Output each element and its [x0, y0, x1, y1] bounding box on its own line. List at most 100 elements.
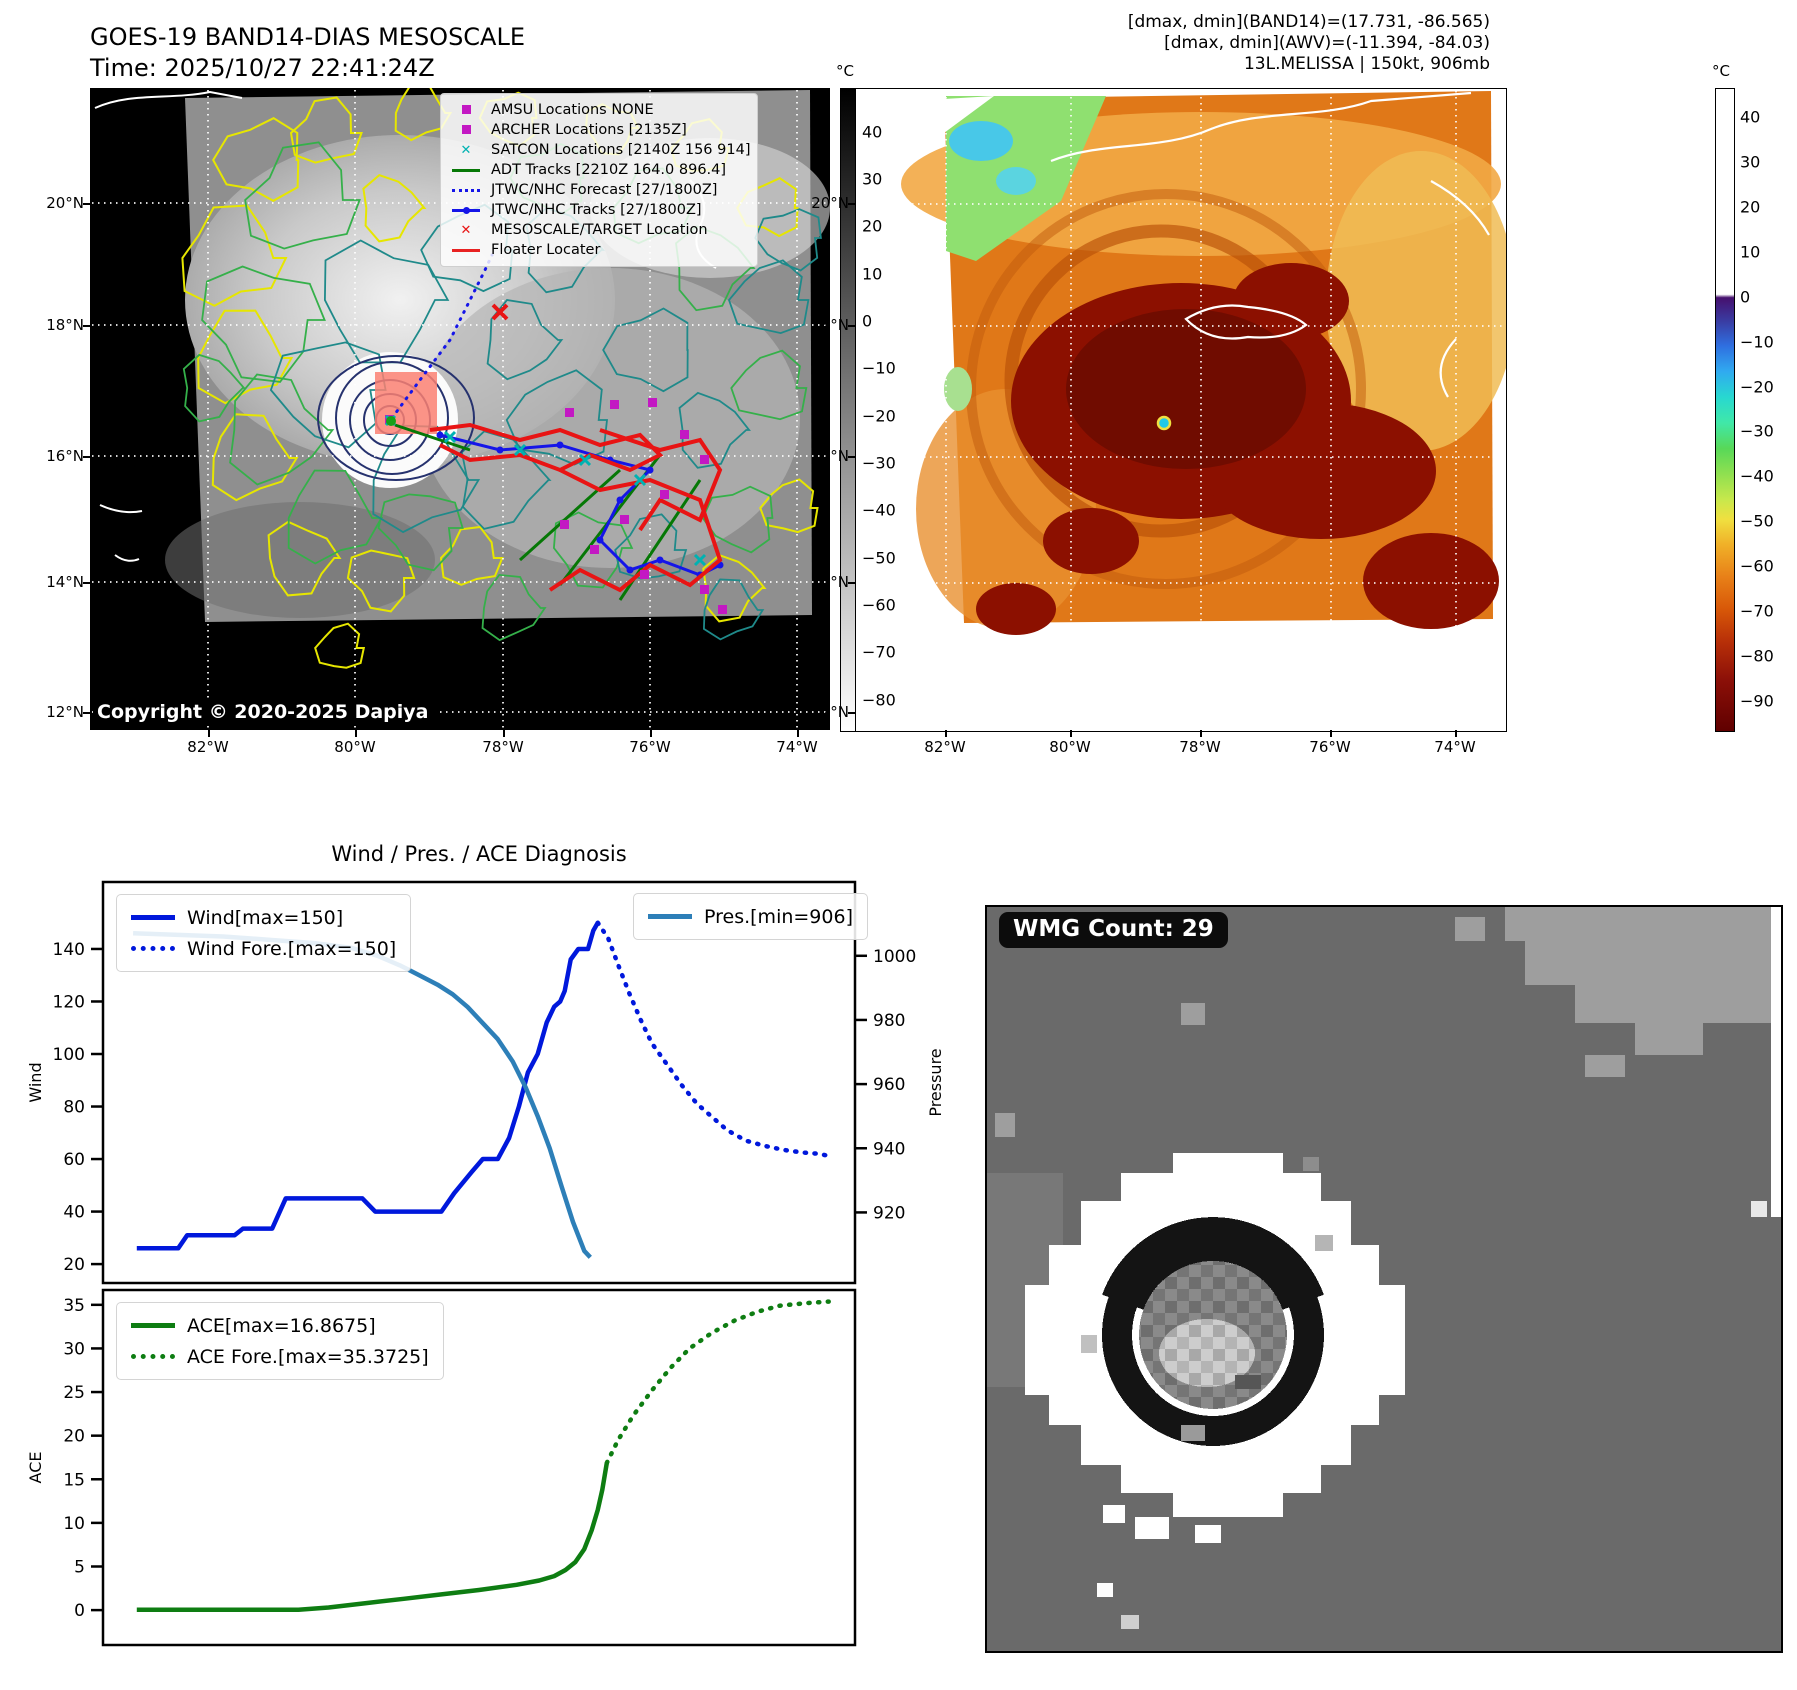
band14-ytick — [83, 456, 90, 458]
band14-colorbar-tick: −70 — [862, 642, 896, 662]
storm-id-intensity: 13L.MELISSA | 150kt, 906mb — [1243, 54, 1490, 74]
square-legend-marker — [449, 102, 483, 118]
svg-text:30: 30 — [63, 1339, 85, 1359]
svg-text:Pressure: Pressure — [926, 1048, 945, 1116]
map-legend-item: AMSU Locations NONE — [449, 100, 749, 120]
awv-colorbar-tick: 10 — [1740, 242, 1761, 262]
floater-tracks — [429, 422, 723, 593]
svg-text:15: 15 — [63, 1470, 85, 1490]
awv-ytick — [848, 456, 855, 458]
band14-xtick — [355, 730, 357, 737]
band14-lat-label: 18°N — [46, 316, 84, 334]
band14-xtick — [797, 730, 799, 737]
awv-ytick — [848, 582, 855, 584]
map-legend-item: ✕ SATCON Locations [2140Z 156 914] — [449, 140, 751, 160]
map-legend-label: ARCHER Locations [2135Z] — [491, 122, 687, 138]
eye-center-marker — [386, 416, 396, 426]
line-dot-legend-marker — [449, 202, 483, 218]
awv-ytick — [848, 325, 855, 327]
eyewall-ring — [1102, 1217, 1324, 1446]
svg-text:100: 100 — [53, 1045, 85, 1065]
band14-time: Time: 2025/10/27 22:41:24Z — [90, 54, 435, 82]
moist-patch — [944, 96, 1106, 411]
solid-line-swatch — [648, 914, 692, 919]
band14-colorbar-tick: −20 — [862, 406, 896, 426]
awv-colorbar-tick: 0 — [1740, 287, 1751, 307]
awv-lon-label: 78°W — [1179, 738, 1221, 756]
band14-colorbar-tick: 20 — [862, 216, 883, 236]
jtwc-forecast-track — [390, 253, 494, 420]
awv-lat-label: 14°N — [811, 573, 849, 591]
awv-colorbar-tick: 40 — [1740, 107, 1761, 127]
map-legend-item: ✕ MESOSCALE/TARGET Location — [449, 220, 749, 240]
storm-info-block: [dmax, dmin](BAND14)=(17.731, -86.565) [… — [1128, 12, 1490, 75]
map-legend-item: Floater Locater — [449, 240, 749, 260]
svg-text:40: 40 — [63, 1203, 85, 1223]
svg-text:35: 35 — [63, 1296, 85, 1316]
mesoscale-target-box — [375, 372, 437, 434]
wind-legend: Wind[max=150] Wind Fore.[max=150] — [116, 894, 412, 972]
svg-text:920: 920 — [873, 1203, 905, 1223]
awv-xtick — [1070, 730, 1072, 737]
awv-lon-label: 80°W — [1049, 738, 1091, 756]
awv-colorbar-unit: °C — [1712, 62, 1730, 80]
awv-lon-label: 74°W — [1434, 738, 1476, 756]
series-ACE[max=16.8675] — [136, 1462, 610, 1612]
svg-text:140: 140 — [53, 940, 85, 960]
awv-colorbar-tick: −60 — [1740, 556, 1774, 576]
awv-eye-marker — [1156, 415, 1172, 431]
awv-lat-label: 20°N — [811, 194, 849, 212]
jtwc-track — [436, 431, 724, 579]
svg-text:980: 980 — [873, 1011, 905, 1031]
line-legend-marker — [449, 242, 483, 258]
band14-lat-label: 20°N — [46, 194, 84, 212]
chart-legend-label: ACE Fore.[max=35.3725] — [187, 1345, 429, 1368]
target-x-marker — [491, 303, 509, 321]
band14-colorbar-tick: 30 — [862, 169, 883, 189]
awv-graticule — [858, 91, 1504, 729]
svg-text:0: 0 — [74, 1601, 85, 1621]
band14-lon-label: 82°W — [187, 738, 229, 756]
chart-legend-item: ACE Fore.[max=35.3725] — [131, 1341, 429, 1372]
solid-line-swatch — [131, 915, 175, 920]
map-legend-item: JTWC/NHC Tracks [27/1800Z] — [449, 200, 749, 220]
band14-xtick — [208, 730, 210, 737]
series-Wind Fore.[max=150] — [595, 920, 834, 1159]
awv-lon-label: 82°W — [924, 738, 966, 756]
awv-lat-label: 16°N — [811, 447, 849, 465]
awv-colorbar-tick: −10 — [1740, 332, 1774, 352]
map-legend-label: Floater Locater — [491, 242, 601, 258]
svg-text:1000: 1000 — [873, 947, 916, 967]
archer-markers — [385, 398, 727, 614]
dmax-dmin-band14: [dmax, dmin](BAND14)=(17.731, -86.565) — [1127, 12, 1490, 32]
band14-colorbar-tick: −80 — [862, 690, 896, 710]
band14-xtick — [650, 730, 652, 737]
chart-legend-label: Wind Fore.[max=150] — [187, 937, 397, 960]
awv-xtick — [1200, 730, 1202, 737]
band14-colorbar-tick: −60 — [862, 595, 896, 615]
wmg-count-badge: WMG Count: 29 — [999, 912, 1228, 948]
awv-colorbar-tick: −40 — [1740, 466, 1774, 486]
svg-text:25: 25 — [63, 1383, 85, 1403]
band14-lat-label: 12°N — [46, 703, 84, 721]
awv-colorbar-tick: 30 — [1740, 152, 1761, 172]
svg-text:80: 80 — [63, 1098, 85, 1118]
band14-lat-label: 16°N — [46, 447, 84, 465]
band14-colorbar-tick: 40 — [862, 122, 883, 142]
chart-legend-item: Wind[max=150] — [131, 902, 396, 933]
square-legend-marker — [449, 122, 483, 138]
band14-colorbar-tick: 0 — [862, 311, 873, 331]
band14-colorbar-tick: 10 — [862, 264, 883, 284]
band14-lon-label: 78°W — [482, 738, 524, 756]
x-legend-marker: ✕ — [460, 143, 472, 158]
band14-lon-label: 76°W — [629, 738, 671, 756]
band14-colorbar-tick: −50 — [862, 548, 896, 568]
svg-text:960: 960 — [873, 1075, 905, 1095]
svg-text:120: 120 — [53, 992, 85, 1012]
map-legend-item: ARCHER Locations [2135Z] — [449, 120, 749, 140]
ace-chart: 0 5 10 15 20 25 30 35 ACE — [26, 1288, 857, 1647]
band14-map-legend: AMSU Locations NONE ARCHER Locations [213… — [440, 93, 758, 267]
map-legend-label: MESOSCALE/TARGET Location — [491, 222, 708, 238]
chart-legend-item: ACE[max=16.8675] — [131, 1310, 429, 1341]
awv-colorbar-tick: 20 — [1740, 197, 1761, 217]
